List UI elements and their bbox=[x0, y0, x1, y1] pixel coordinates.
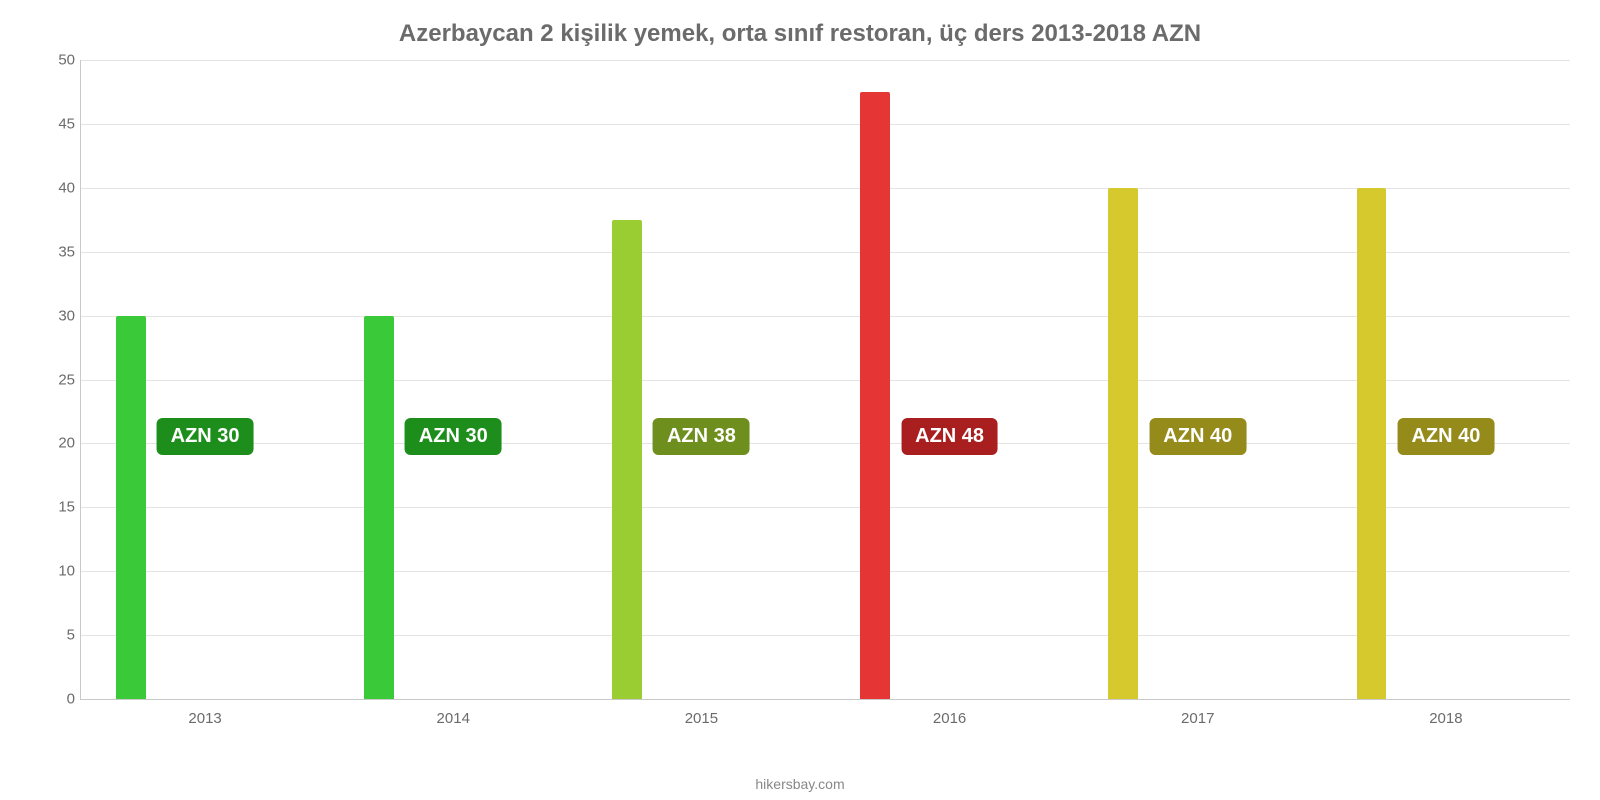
bar-value-label: AZN 30 bbox=[405, 418, 502, 455]
bar bbox=[860, 92, 890, 699]
ytick-label: 35 bbox=[41, 243, 75, 260]
ytick-label: 15 bbox=[41, 499, 75, 516]
xtick-label: 2017 bbox=[1181, 710, 1214, 727]
xtick-label: 2013 bbox=[188, 710, 221, 727]
ytick-label: 45 bbox=[41, 115, 75, 132]
bar bbox=[1108, 188, 1138, 699]
bar-value-label: AZN 40 bbox=[1149, 418, 1246, 455]
ytick-label: 40 bbox=[41, 179, 75, 196]
ytick-label: 10 bbox=[41, 563, 75, 580]
ytick-label: 5 bbox=[41, 627, 75, 644]
bar bbox=[612, 220, 642, 699]
bar bbox=[1357, 188, 1387, 699]
bar bbox=[116, 316, 146, 699]
ytick-label: 0 bbox=[41, 691, 75, 708]
bar-group: AZN 482016 bbox=[826, 60, 1074, 699]
bar-value-label: AZN 38 bbox=[653, 418, 750, 455]
chart-container: 05101520253035404550AZN 302013AZN 302014… bbox=[80, 60, 1570, 730]
xtick-label: 2018 bbox=[1429, 710, 1462, 727]
bar-value-label: AZN 48 bbox=[901, 418, 998, 455]
xtick-label: 2015 bbox=[685, 710, 718, 727]
plot-area: 05101520253035404550AZN 302013AZN 302014… bbox=[80, 60, 1570, 700]
bar-value-label: AZN 40 bbox=[1397, 418, 1494, 455]
xtick-label: 2016 bbox=[933, 710, 966, 727]
ytick-label: 20 bbox=[41, 435, 75, 452]
bar-value-label: AZN 30 bbox=[157, 418, 254, 455]
bar-group: AZN 382015 bbox=[577, 60, 825, 699]
source-label: hikersbay.com bbox=[0, 776, 1600, 792]
bar-group: AZN 302014 bbox=[329, 60, 577, 699]
ytick-label: 50 bbox=[41, 52, 75, 69]
chart-title: Azerbaycan 2 kişilik yemek, orta sınıf r… bbox=[0, 0, 1600, 56]
ytick-label: 25 bbox=[41, 371, 75, 388]
bar-group: AZN 402017 bbox=[1074, 60, 1322, 699]
bar-group: AZN 302013 bbox=[81, 60, 329, 699]
bar bbox=[364, 316, 394, 699]
xtick-label: 2014 bbox=[437, 710, 470, 727]
ytick-label: 30 bbox=[41, 307, 75, 324]
bar-group: AZN 402018 bbox=[1322, 60, 1570, 699]
